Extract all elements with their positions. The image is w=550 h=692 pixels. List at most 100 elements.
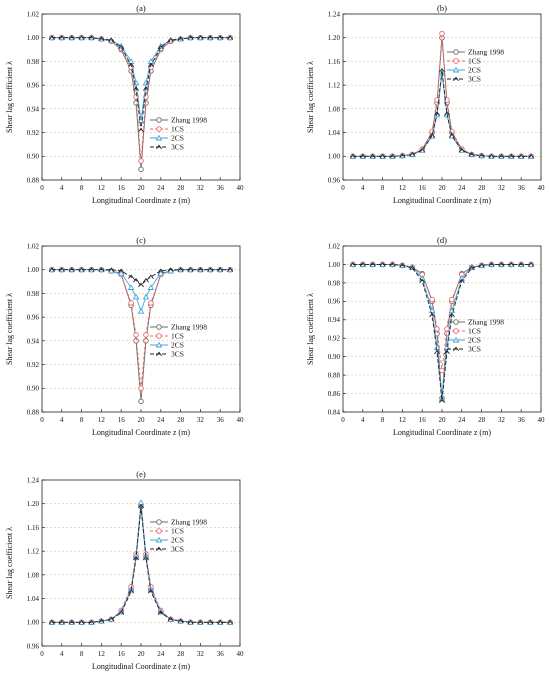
data-point bbox=[133, 555, 140, 561]
x-tick-label: 8 bbox=[381, 184, 385, 192]
data-point bbox=[379, 262, 386, 267]
data-point bbox=[458, 278, 465, 284]
legend-label: 2CS bbox=[171, 134, 184, 143]
data-point bbox=[58, 619, 65, 625]
y-tick-label: 1.24 bbox=[328, 10, 341, 18]
data-point bbox=[142, 86, 149, 91]
data-point bbox=[143, 332, 149, 338]
legend-label: 1CS bbox=[468, 57, 481, 66]
chart-panel-2: 0 4 8 12 16 20 24 28 32 36 40 0.96 1.00 1.04 1.08 1.12 1… bbox=[306, 3, 545, 205]
y-tick-label: 1.24 bbox=[27, 476, 40, 484]
legend-label: 2CS bbox=[468, 66, 481, 75]
data-point bbox=[187, 35, 194, 40]
data-point bbox=[448, 312, 455, 318]
x-tick-label: 28 bbox=[478, 184, 486, 192]
x-tick-label: 28 bbox=[177, 416, 185, 424]
x-tick-label: 4 bbox=[361, 416, 365, 424]
data-point bbox=[117, 269, 125, 276]
series-3 bbox=[349, 67, 535, 159]
data-point bbox=[177, 267, 184, 272]
data-point bbox=[508, 262, 515, 267]
y-tick-label: 0.94 bbox=[27, 337, 40, 345]
data-point bbox=[419, 148, 426, 153]
series-0 bbox=[49, 34, 233, 173]
series-0 bbox=[350, 261, 534, 401]
data-point bbox=[68, 35, 75, 40]
series-0 bbox=[350, 34, 534, 160]
data-point bbox=[217, 35, 224, 40]
x-tick-label: 20 bbox=[138, 416, 146, 424]
legend-marker bbox=[453, 49, 459, 55]
chart-panel-3: 0 4 8 12 16 20 24 28 32 36 40 0.88 0.90 0.92 0.94 0.96 0… bbox=[5, 235, 244, 437]
y-tick-label: 1.04 bbox=[27, 595, 40, 603]
x-tick-label: 0 bbox=[341, 184, 345, 192]
x-axis-label: Longitudinal Coordinate z (m) bbox=[92, 428, 190, 437]
series-line bbox=[352, 263, 532, 371]
data-point bbox=[78, 619, 85, 625]
x-axis-label: Longitudinal Coordinate z (m) bbox=[393, 196, 491, 205]
data-point bbox=[147, 62, 154, 68]
x-tick-label: 32 bbox=[197, 416, 205, 424]
data-point bbox=[227, 267, 234, 272]
x-tick-label: 40 bbox=[237, 184, 245, 192]
legend-marker bbox=[452, 66, 460, 73]
data-point bbox=[138, 385, 144, 392]
x-tick-label: 32 bbox=[498, 184, 506, 192]
data-point bbox=[449, 296, 455, 303]
data-point bbox=[458, 148, 465, 153]
x-tick-label: 36 bbox=[217, 650, 225, 658]
data-point bbox=[147, 589, 154, 594]
x-tick-label: 20 bbox=[138, 650, 146, 658]
series-line bbox=[352, 70, 532, 157]
data-point bbox=[399, 263, 406, 268]
data-point bbox=[518, 262, 525, 267]
y-tick-label: 0.98 bbox=[27, 290, 40, 298]
x-tick-label: 28 bbox=[478, 416, 486, 424]
series-line bbox=[352, 263, 532, 401]
data-point bbox=[138, 503, 144, 509]
legend-marker bbox=[156, 528, 162, 534]
y-tick-label: 0.86 bbox=[328, 390, 341, 398]
x-tick-label: 16 bbox=[419, 184, 427, 192]
data-point bbox=[369, 153, 376, 159]
y-tick-label: 0.96 bbox=[328, 176, 341, 184]
plot-frame bbox=[342, 245, 542, 413]
chart-title: (e) bbox=[136, 469, 146, 479]
x-tick-label: 32 bbox=[498, 416, 506, 424]
series-1 bbox=[350, 261, 534, 374]
y-axis-label: Shear lag coefficient λ bbox=[5, 527, 14, 599]
x-tick-label: 32 bbox=[197, 184, 205, 192]
y-tick-label: 0.96 bbox=[27, 82, 40, 90]
y-tick-label: 0.92 bbox=[27, 361, 40, 369]
data-point bbox=[157, 269, 165, 276]
x-tick-label: 12 bbox=[399, 416, 407, 424]
data-point bbox=[443, 349, 450, 355]
data-point bbox=[78, 35, 85, 40]
y-tick-label: 0.88 bbox=[328, 372, 341, 380]
x-tick-label: 4 bbox=[361, 184, 365, 192]
data-point bbox=[379, 153, 386, 159]
legend-label: 3CS bbox=[171, 545, 184, 554]
series-2 bbox=[48, 34, 234, 124]
data-point bbox=[88, 35, 95, 40]
x-tick-label: 8 bbox=[80, 184, 84, 192]
data-point bbox=[48, 267, 55, 272]
legend-marker bbox=[453, 328, 459, 334]
data-point bbox=[133, 278, 140, 283]
data-point bbox=[108, 37, 115, 43]
data-point bbox=[207, 35, 214, 40]
data-point bbox=[137, 307, 145, 314]
x-tick-label: 36 bbox=[518, 416, 526, 424]
data-point bbox=[98, 618, 105, 624]
data-point bbox=[167, 616, 174, 622]
x-tick-label: 16 bbox=[118, 416, 126, 424]
x-tick-label: 40 bbox=[237, 650, 245, 658]
y-tick-label: 1.20 bbox=[328, 34, 341, 42]
y-tick-label: 0.94 bbox=[27, 105, 40, 113]
data-point bbox=[58, 267, 65, 272]
x-tick-label: 0 bbox=[341, 416, 345, 424]
data-point bbox=[197, 35, 204, 40]
x-tick-label: 0 bbox=[40, 650, 44, 658]
x-tick-label: 12 bbox=[98, 184, 106, 192]
